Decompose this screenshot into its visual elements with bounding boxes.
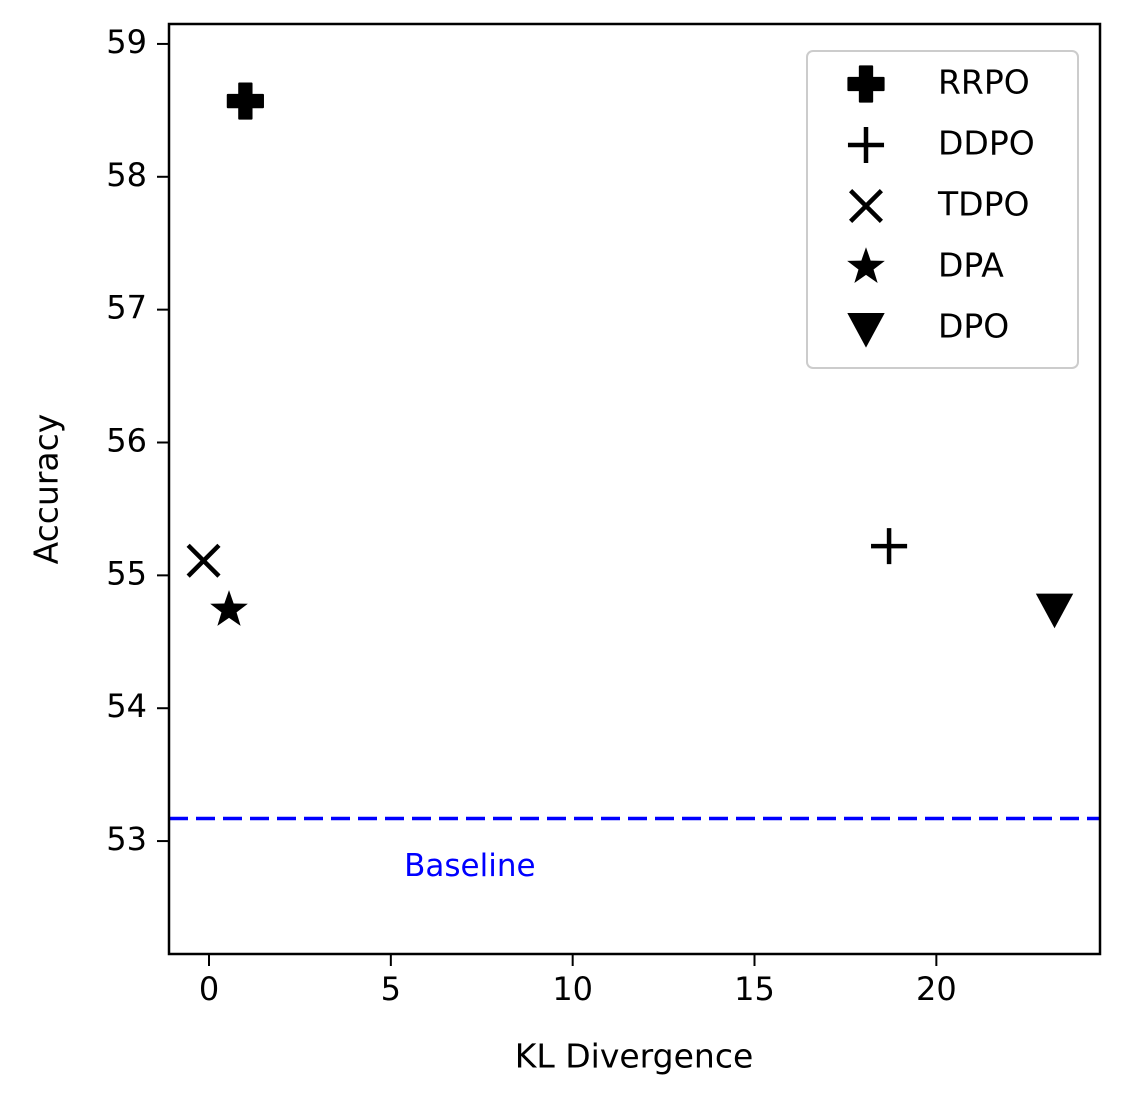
legend-marker bbox=[847, 247, 885, 284]
data-point-ddpo bbox=[871, 528, 908, 565]
legend-label: DPA bbox=[938, 246, 1004, 285]
legend-item-ddpo: DDPO bbox=[847, 124, 1035, 164]
legend-item-tdpo: TDPO bbox=[849, 185, 1029, 224]
legend-label: DPO bbox=[938, 307, 1009, 346]
y-tick-label: 56 bbox=[106, 422, 147, 460]
data-points bbox=[186, 82, 1074, 629]
y-tick-label: 57 bbox=[106, 289, 147, 327]
x-axis-ticks: 0 5 10 15 20 bbox=[199, 954, 957, 1008]
x-tick-label: 10 bbox=[552, 970, 593, 1008]
legend-label: DDPO bbox=[938, 124, 1035, 163]
x-axis-label: KL Divergence bbox=[515, 1037, 754, 1076]
data-point-dpo bbox=[1035, 593, 1074, 629]
x-tick-label: 15 bbox=[734, 970, 775, 1008]
y-tick-label: 58 bbox=[106, 156, 147, 194]
legend-marker bbox=[849, 189, 883, 223]
legend-marker bbox=[847, 313, 885, 348]
y-tick-label: 59 bbox=[106, 23, 147, 61]
y-tick-label: 53 bbox=[106, 820, 147, 858]
legend-items: RRPO DDPO TDPO DPA DPO bbox=[847, 63, 1035, 348]
x-tick-label: 5 bbox=[381, 970, 401, 1008]
y-tick-label: 55 bbox=[106, 554, 147, 592]
y-axis-ticks: 53 54 55 56 57 58 59 bbox=[106, 23, 169, 858]
legend-item-dpa: DPA bbox=[847, 246, 1004, 285]
y-tick-label: 54 bbox=[106, 687, 147, 725]
x-tick-label: 20 bbox=[916, 970, 957, 1008]
plot-frame bbox=[167, 22, 1102, 956]
y-axis-label: Accuracy bbox=[27, 414, 66, 565]
legend-item-rrpo: RRPO bbox=[847, 63, 1030, 103]
legend-box bbox=[806, 50, 1079, 369]
legend-marker bbox=[847, 65, 885, 103]
legend-marker bbox=[847, 126, 885, 164]
legend-item-dpo: DPO bbox=[847, 307, 1009, 348]
legend-label: TDPO bbox=[937, 185, 1029, 224]
data-point-rrpo bbox=[226, 82, 264, 120]
legend-label: RRPO bbox=[938, 63, 1030, 102]
x-tick-label: 0 bbox=[199, 970, 219, 1008]
baseline-label: Baseline bbox=[404, 848, 535, 884]
data-point-dpa bbox=[210, 590, 248, 626]
legend: RRPO DDPO TDPO DPA DPO bbox=[806, 50, 1079, 369]
data-point-tdpo bbox=[186, 543, 221, 578]
